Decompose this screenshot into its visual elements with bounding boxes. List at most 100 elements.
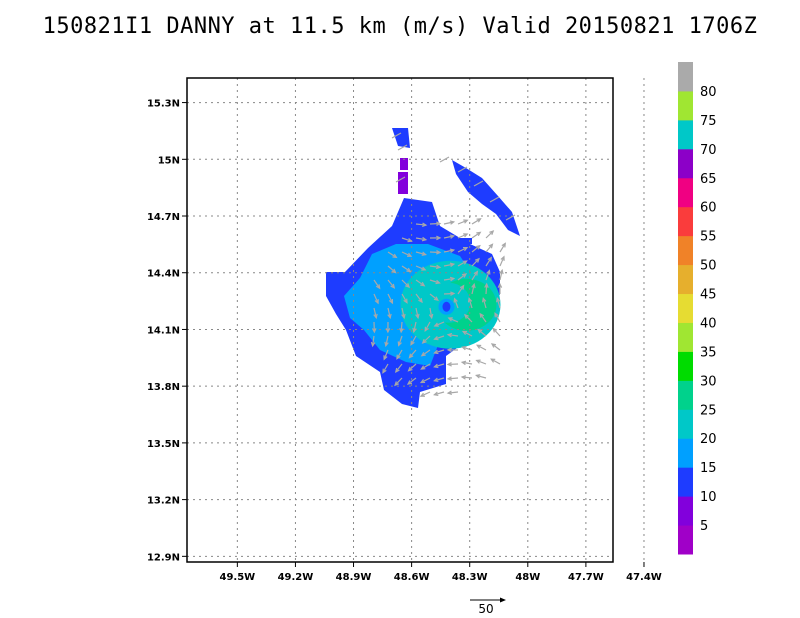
wind-vector <box>429 307 433 318</box>
wind-vector-head <box>394 381 400 387</box>
wind-vector-head <box>460 360 467 366</box>
wind-vector-head <box>421 266 427 271</box>
colorbar: 5 10 15 20 25 30 35 40 45 50 55 60 65 70 75 80 <box>678 62 717 555</box>
wind-vector-head <box>481 297 487 303</box>
wind-vector-head <box>421 236 428 242</box>
wind-vector <box>448 334 459 337</box>
reference-vector: 50 <box>470 597 506 616</box>
wind-vector-head <box>421 338 427 344</box>
wind-vector-head <box>449 248 456 253</box>
colorbar-label: 35 <box>700 345 717 360</box>
wind-vector-head <box>436 221 442 226</box>
wind-vector-head <box>407 366 413 372</box>
wind-vector <box>485 243 493 253</box>
wind-vector <box>439 156 450 163</box>
wind-vector <box>415 293 423 303</box>
wind-vector <box>429 279 440 284</box>
wind-vector-head <box>446 376 452 381</box>
latitude-tick-label: 14.7N <box>147 212 180 223</box>
wind-vector <box>482 298 487 309</box>
wind-vector <box>421 349 431 357</box>
longitude-tick-label: 49.2W <box>278 572 314 583</box>
wind-vector <box>397 144 408 151</box>
wind-vector-head <box>479 312 485 318</box>
wind-vector <box>387 265 396 274</box>
wind-vector-head <box>390 283 396 289</box>
wind-vector-head <box>388 298 394 305</box>
wind-vector <box>457 260 467 267</box>
wind-vector <box>401 265 411 273</box>
wind-vector-head <box>387 313 392 320</box>
wind-vector-head <box>401 313 406 320</box>
colorbar-swatch <box>678 293 693 323</box>
wind-vector-head <box>475 359 481 364</box>
wind-vector <box>424 321 431 332</box>
colorbar-label: 20 <box>700 432 717 447</box>
wind-vector-head <box>453 297 458 303</box>
speed-5-patch <box>400 158 408 170</box>
wind-vector-head <box>486 269 491 275</box>
colorbar-swatch <box>678 148 693 179</box>
wind-vector <box>447 377 459 380</box>
wind-vector <box>410 335 417 345</box>
wind-vector-head <box>435 264 442 270</box>
wind-vector-head <box>418 297 423 304</box>
wind-vector-head <box>433 349 439 355</box>
wind-vector <box>473 180 484 187</box>
wind-vector <box>434 363 445 368</box>
wind-vector-head <box>446 390 453 396</box>
wind-vector-head <box>473 270 479 276</box>
speed-10-arc-region <box>452 160 520 236</box>
plot-title: 150821I1 DANNY at 11.5 km (m/s) Valid 20… <box>42 14 758 39</box>
longitude-tick-label: 48.9W <box>336 572 372 583</box>
wind-vector <box>396 349 403 359</box>
colorbar-label: 65 <box>700 172 717 187</box>
wind-vector <box>421 363 431 370</box>
wind-vector-head <box>492 327 498 333</box>
wind-vector-head <box>384 341 389 348</box>
colorbar-label: 50 <box>700 259 717 274</box>
latitude-tick-label: 13.2N <box>147 496 180 507</box>
wind-vector <box>443 277 454 281</box>
colorbar-label: 30 <box>700 374 717 389</box>
colorbar-label: 5 <box>700 519 708 534</box>
wind-vector <box>382 363 389 373</box>
colorbar-swatch <box>678 119 693 150</box>
wind-vector <box>415 237 426 241</box>
wind-vector <box>415 265 426 271</box>
wind-vector-head <box>463 313 469 319</box>
reference-arrow-icon <box>500 597 506 603</box>
wind-vector-head <box>475 344 482 349</box>
wind-vector-head <box>500 255 505 261</box>
wind-vector <box>409 349 417 358</box>
wind-vector-head <box>494 312 499 318</box>
wind-vector <box>485 257 492 267</box>
wind-vector <box>490 358 501 365</box>
wind-vector <box>413 321 417 332</box>
wind-vector <box>407 377 417 385</box>
colorbar-swatch <box>678 380 693 410</box>
wind-vector-head <box>410 340 415 346</box>
wind-vector-head <box>374 299 379 305</box>
wind-vector-head <box>459 284 465 290</box>
wind-vector <box>485 270 490 281</box>
map-frame <box>186 77 614 563</box>
wind-vector-head <box>371 328 377 334</box>
longitude-tick-label: 49.5W <box>219 572 255 583</box>
colorbar-label: 55 <box>700 230 717 245</box>
wind-vector <box>401 251 412 257</box>
wind-vector-head <box>419 378 426 384</box>
wind-vector-head <box>433 363 439 369</box>
wind-vector <box>415 307 419 318</box>
wind-vector-head <box>446 362 452 367</box>
wind-vector-head <box>403 298 408 304</box>
wind-vector-head <box>412 327 417 334</box>
wind-vector-head <box>447 317 453 322</box>
wind-vector <box>398 335 403 346</box>
wind-vector <box>462 346 473 351</box>
wind-vector <box>499 243 506 253</box>
colorbar-swatch <box>678 496 693 526</box>
wind-vector <box>468 298 473 309</box>
wind-vector-head <box>396 354 401 360</box>
wind-vector-head <box>463 233 469 238</box>
